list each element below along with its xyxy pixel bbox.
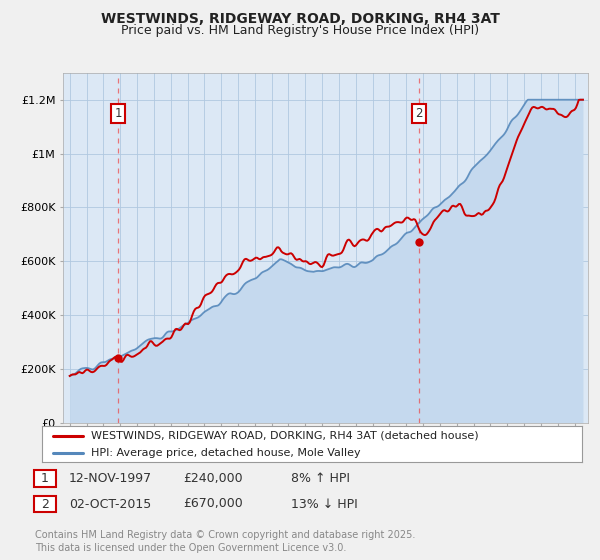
Text: 8% ↑ HPI: 8% ↑ HPI (291, 472, 350, 486)
Text: Price paid vs. HM Land Registry's House Price Index (HPI): Price paid vs. HM Land Registry's House … (121, 24, 479, 36)
Text: 2: 2 (415, 107, 422, 120)
Text: 1: 1 (114, 107, 122, 120)
Text: 1: 1 (41, 472, 49, 486)
Text: £670,000: £670,000 (183, 497, 243, 511)
Text: £240,000: £240,000 (183, 472, 242, 486)
Text: 02-OCT-2015: 02-OCT-2015 (69, 497, 151, 511)
Text: HPI: Average price, detached house, Mole Valley: HPI: Average price, detached house, Mole… (91, 448, 360, 458)
Text: 2: 2 (41, 497, 49, 511)
Text: 12-NOV-1997: 12-NOV-1997 (69, 472, 152, 486)
Text: 13% ↓ HPI: 13% ↓ HPI (291, 497, 358, 511)
Text: Contains HM Land Registry data © Crown copyright and database right 2025.
This d: Contains HM Land Registry data © Crown c… (35, 530, 415, 553)
Text: WESTWINDS, RIDGEWAY ROAD, DORKING, RH4 3AT: WESTWINDS, RIDGEWAY ROAD, DORKING, RH4 3… (101, 12, 499, 26)
Text: WESTWINDS, RIDGEWAY ROAD, DORKING, RH4 3AT (detached house): WESTWINDS, RIDGEWAY ROAD, DORKING, RH4 3… (91, 431, 478, 441)
